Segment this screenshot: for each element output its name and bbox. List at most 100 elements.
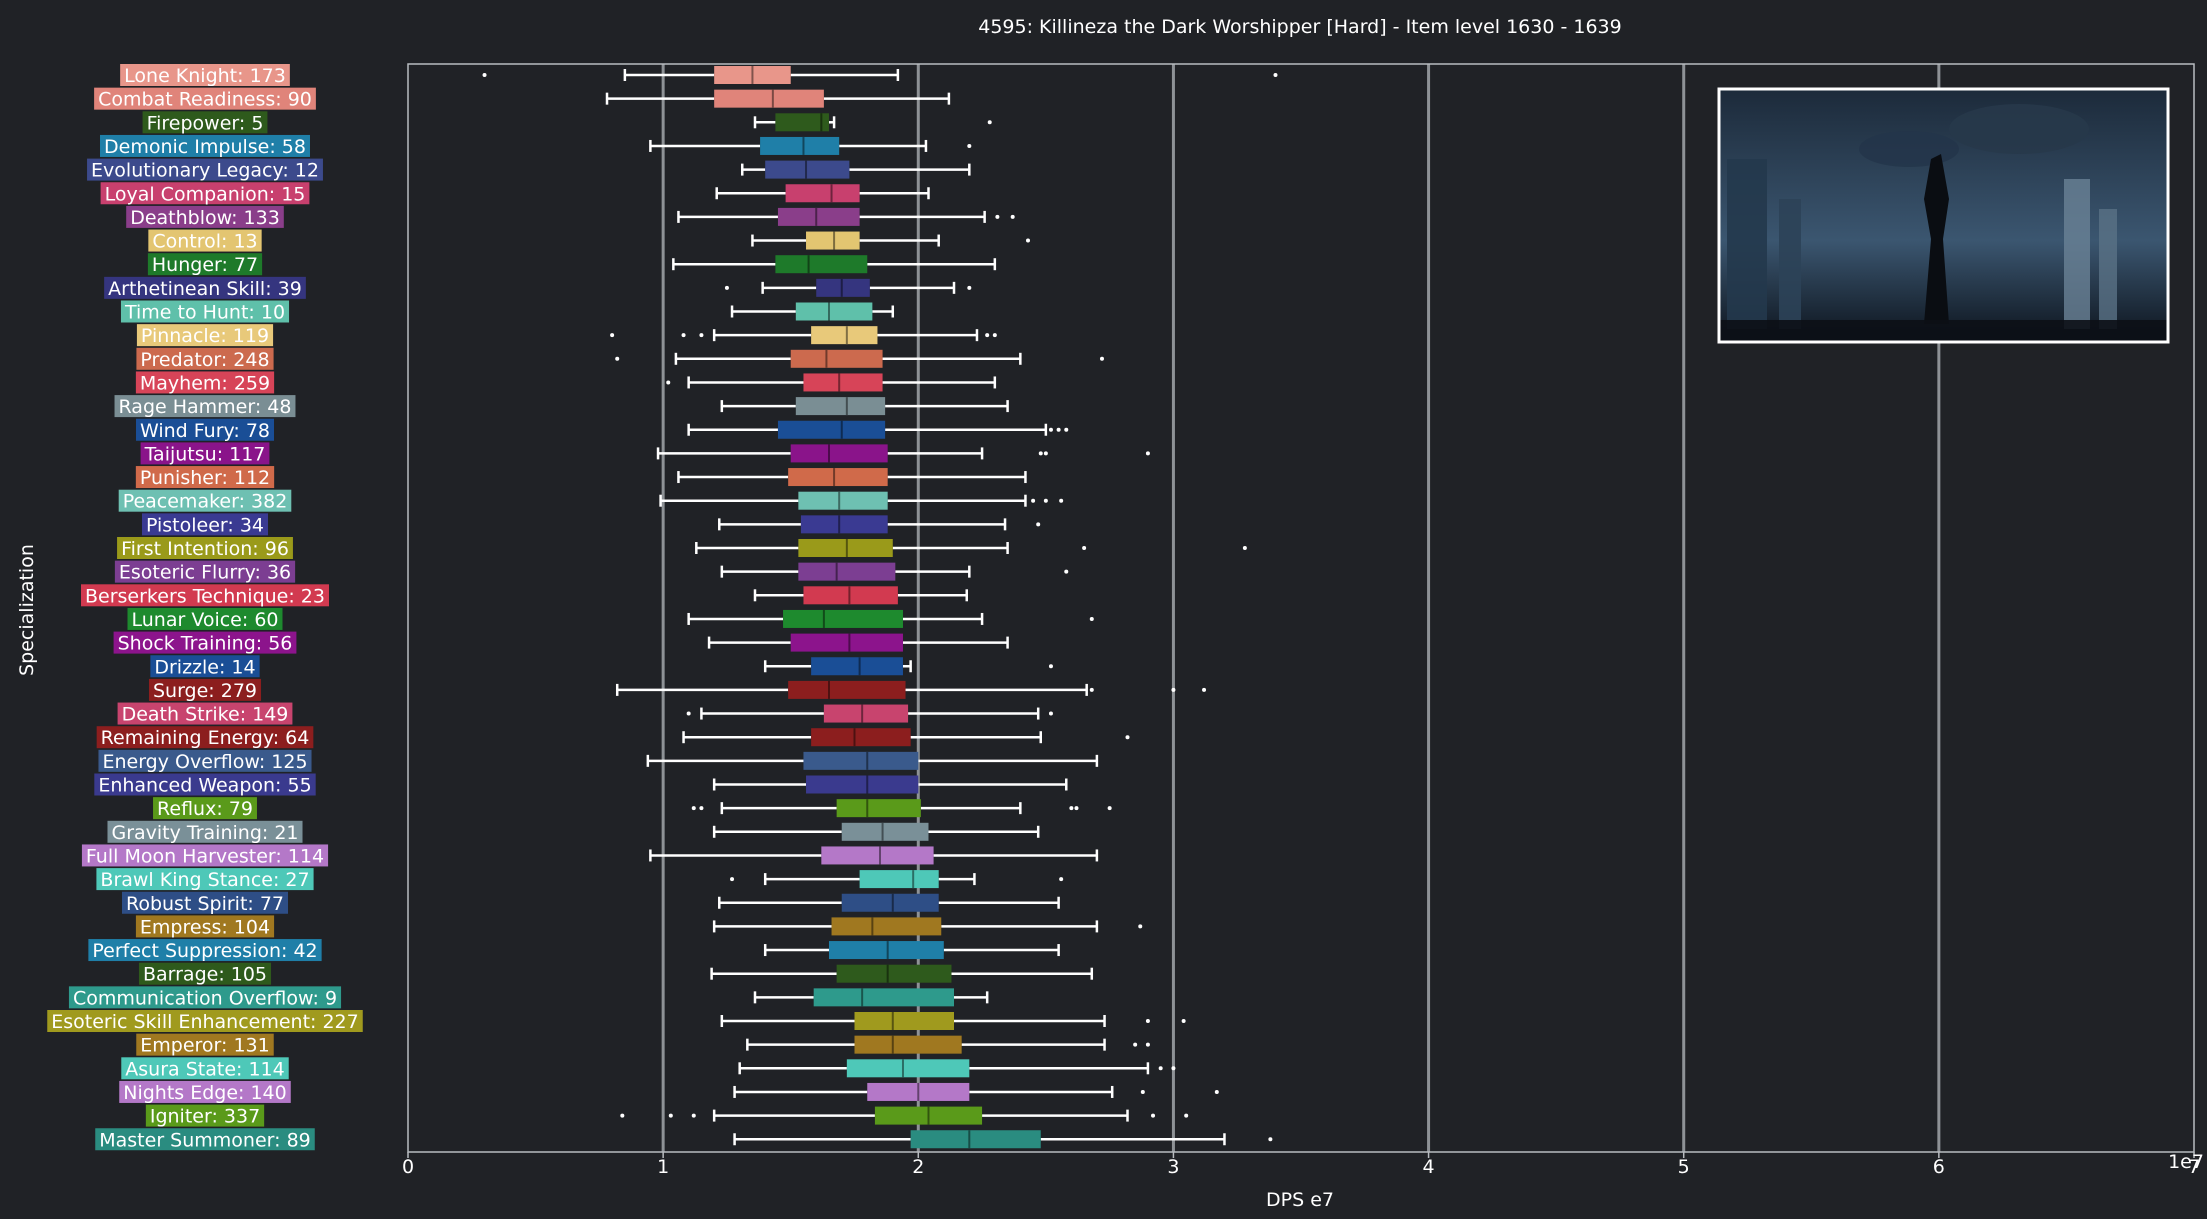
y-tick-label: Lunar Voice: 60 (131, 609, 278, 631)
box-row (659, 491, 1064, 510)
y-tick-label-background (94, 773, 316, 796)
outlier-point (1145, 451, 1150, 456)
grid-lines (661, 64, 1941, 1152)
outlier-point (1099, 356, 1104, 361)
y-tick-label: Igniter: 337 (150, 1106, 260, 1128)
y-tick-label: Loyal Companion: 15 (105, 183, 306, 205)
y-tick-label: Taijutsu: 117 (144, 443, 266, 465)
box-row (710, 964, 1094, 983)
box (798, 539, 893, 557)
y-tick-label: Rage Hammer: 48 (119, 396, 292, 418)
box (803, 373, 883, 392)
y-tick-label: Esoteric Skill Enhancement: 227 (51, 1011, 359, 1033)
y-tick-label-background (47, 1010, 363, 1032)
y-tick-label-background (114, 395, 296, 418)
outlier-point (691, 1113, 696, 1118)
outlier-point (1089, 616, 1094, 621)
y-tick-label: Enhanced Weapon: 55 (98, 775, 311, 797)
x-tick-label: 7 (2188, 1156, 2200, 1178)
box (854, 1035, 962, 1054)
x-tick-label: 5 (1678, 1156, 1690, 1178)
box-row (715, 184, 930, 203)
box (790, 633, 903, 652)
y-tick-label-background (121, 891, 289, 914)
outlier-point (699, 806, 704, 811)
box (854, 1012, 955, 1030)
y-tick-label: Time to Hunt: 10 (124, 302, 285, 324)
y-tick-label: Communication Overflow: 9 (73, 987, 337, 1009)
box-row (753, 113, 992, 132)
outlier-point (1048, 427, 1053, 432)
outlier-point (1158, 1066, 1163, 1071)
outlier-point (668, 1113, 673, 1118)
box (910, 1130, 1041, 1149)
y-tick-label-background (118, 489, 292, 512)
box (790, 444, 888, 463)
outlier-point (967, 143, 972, 148)
y-tick-label: Predator: 248 (140, 349, 269, 371)
x-tick-label: 4 (1423, 1156, 1435, 1178)
outlier-point (615, 356, 620, 361)
box-row (687, 420, 1069, 439)
y-tick-label-background (148, 678, 262, 701)
outlier-point (1064, 427, 1069, 432)
y-tick-label-background (141, 513, 269, 536)
chart-title: 4595: Killineza the Dark Worshipper [Har… (978, 16, 1621, 38)
x-tick-label: 0 (402, 1156, 414, 1178)
inset-pillar (2064, 179, 2090, 329)
outlier-point (1048, 664, 1053, 669)
y-tick-label-background (120, 64, 290, 86)
outlier-point (699, 333, 704, 338)
box (836, 799, 921, 818)
y-tick-label: Death Strike: 149 (122, 704, 289, 726)
y-tick-label-background (138, 962, 272, 985)
box-row (733, 1130, 1273, 1149)
box-row (687, 609, 1094, 628)
y-tick-label: Mayhem: 259 (140, 372, 270, 394)
outlier-point (1056, 427, 1061, 432)
y-tick-label: Empress: 104 (140, 916, 270, 938)
y-tick-label: Drizzle: 14 (154, 656, 255, 678)
box (777, 207, 860, 226)
box-row (712, 917, 1143, 936)
outlier-point (1043, 451, 1048, 456)
outlier-point (1171, 1066, 1176, 1071)
y-tick-label-background (135, 418, 275, 441)
box-row (733, 1082, 1219, 1101)
outlier-point (987, 120, 992, 125)
y-tick-label: Emperor: 131 (140, 1035, 269, 1057)
y-tick-label-background (81, 844, 329, 867)
y-tick-label-background (117, 702, 293, 725)
outlier-point (985, 333, 990, 338)
y-tick-label-background (117, 537, 293, 559)
outlier-point (482, 73, 487, 77)
box (816, 278, 870, 297)
outlier-point (1268, 1137, 1273, 1142)
y-tick-label-background (100, 134, 310, 157)
box (714, 89, 824, 108)
outlier-point (1059, 498, 1064, 503)
box-row (677, 468, 1027, 487)
x-tick-labels: 0 1 2 3 4 5 6 7 (402, 1152, 2200, 1178)
box-row (672, 255, 997, 274)
outlier-point (1025, 238, 1030, 243)
outlier-point (1140, 1089, 1145, 1094)
box-row (763, 941, 1060, 960)
outlier-point (995, 214, 1000, 219)
outlier-point (1064, 569, 1069, 574)
box (811, 728, 911, 747)
box (831, 917, 942, 936)
y-tick-label: Deathblow: 133 (130, 207, 280, 229)
y-tick-label: Surge: 279 (153, 680, 257, 702)
outlier-point (686, 711, 691, 716)
box (788, 468, 888, 487)
y-tick-label-background (96, 726, 314, 749)
y-tick-label: Full Moon Harvester: 114 (86, 845, 324, 867)
outlier-point (1036, 522, 1041, 527)
y-tick-label: Evolutionary Legacy: 12 (91, 160, 319, 182)
y-tick-label: Pinnacle: 119 (141, 325, 269, 347)
y-tick-label-background (140, 442, 270, 465)
box (777, 420, 886, 439)
y-tick-label-background (136, 324, 274, 347)
